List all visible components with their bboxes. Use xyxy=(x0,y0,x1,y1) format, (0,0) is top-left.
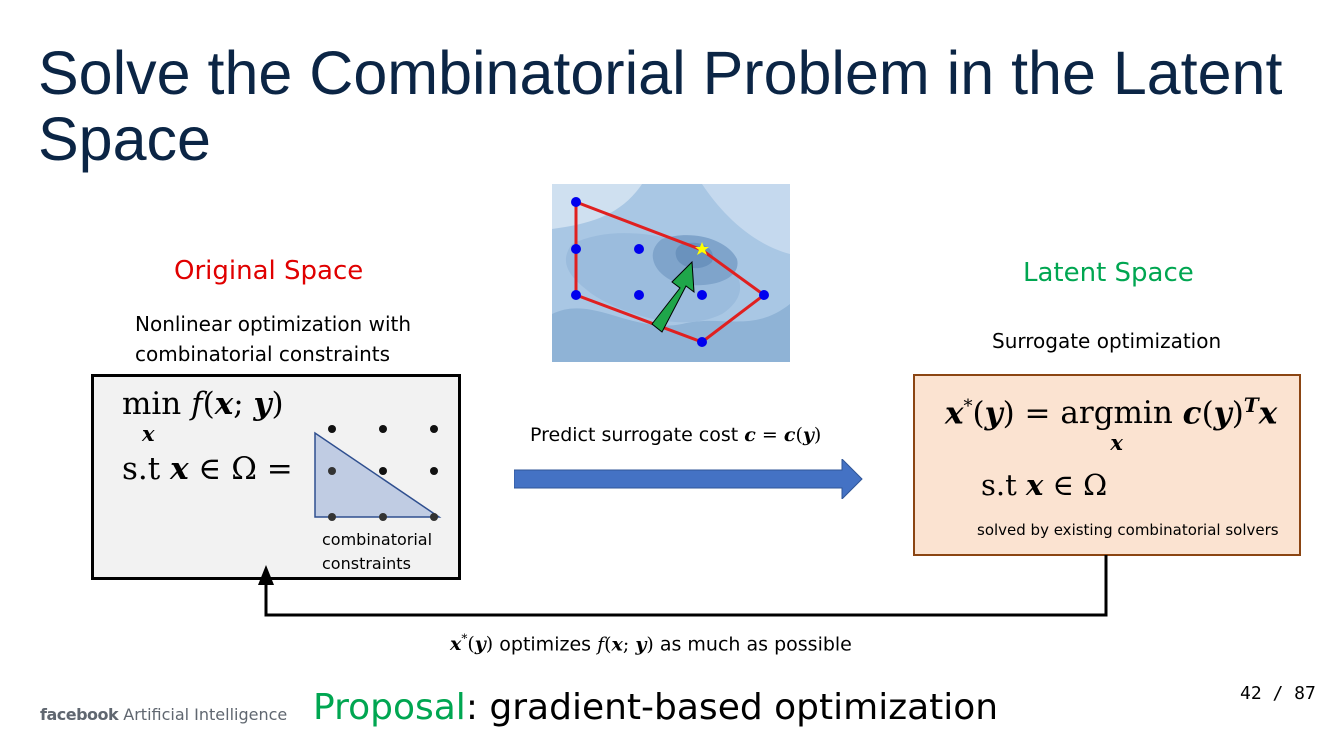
lattice-point xyxy=(430,467,438,475)
description-line: Nonlinear optimization with xyxy=(135,312,412,336)
feedback-text: optimizes xyxy=(499,633,592,656)
st-label: s.t xyxy=(981,468,1017,502)
min-subscript: x xyxy=(142,421,155,446)
lattice-point xyxy=(379,425,387,433)
argmin-subscript: x xyxy=(1110,430,1123,456)
solver-note: solved by existing combinatorial solvers xyxy=(977,521,1279,539)
lattice-point xyxy=(634,244,644,254)
caption-line: combinatorial xyxy=(322,530,433,549)
lattice-point xyxy=(379,467,387,475)
feedback-line xyxy=(264,555,1108,617)
constraint-formula: s.t x ∈ Ω = xyxy=(122,451,293,487)
constraint-lattice-diagram xyxy=(314,425,442,521)
feedback-arrow xyxy=(258,555,1108,617)
lattice-point xyxy=(430,513,438,521)
footer-branding: facebook Artificial Intelligence xyxy=(40,705,287,724)
predict-cost-label: Predict surrogate cost c = c(y) xyxy=(530,424,822,446)
lattice-point xyxy=(571,244,581,254)
latent-landscape-illustration xyxy=(552,184,790,362)
latent-problem-box: x*(y) = argmin x c(y)Tx s.t x ∈ Ω solved… xyxy=(913,374,1301,556)
constraint-triangle xyxy=(314,431,442,518)
feedback-caption: x*(y) optimizes f(x; y) as much as possi… xyxy=(450,632,852,656)
facebook-logo: facebook xyxy=(40,705,119,724)
lattice-point xyxy=(634,290,644,300)
lattice-point xyxy=(697,290,707,300)
proposal-word: Proposal xyxy=(313,687,466,728)
original-space-heading: Original Space xyxy=(174,256,364,286)
min-operator: min xyxy=(122,386,182,422)
lattice-point xyxy=(328,513,336,521)
feasible-polytope xyxy=(574,199,767,344)
argmin-operator: argmin xyxy=(1060,395,1173,432)
arrow-shape xyxy=(514,459,863,499)
lattice-point xyxy=(328,467,336,475)
latent-space-heading: Latent Space xyxy=(1023,258,1194,288)
constraints-caption: combinatorial constraints xyxy=(322,528,432,576)
feedback-arrowhead xyxy=(258,565,274,585)
lattice-point xyxy=(571,197,581,207)
predict-arrow xyxy=(514,459,863,499)
lattice-point xyxy=(571,290,581,300)
lattice-point xyxy=(379,513,387,521)
lattice-point xyxy=(697,337,707,347)
description-line: combinatorial constraints xyxy=(135,342,391,366)
page-number: 42 / 87 xyxy=(1240,683,1316,704)
lattice-point xyxy=(759,290,769,300)
contour-region xyxy=(702,184,790,254)
slide-title: Solve the Combinatorial Problem in the L… xyxy=(38,39,1283,173)
latent-constraint-formula: s.t x ∈ Ω xyxy=(981,468,1108,502)
feedback-text: as much as possible xyxy=(659,633,852,656)
contour-region xyxy=(552,304,790,362)
gradient-arrow-icon xyxy=(651,260,695,333)
argmin-formula: x*(y) = argmin x c(y)Tx xyxy=(945,388,1277,455)
lattice-point xyxy=(430,425,438,433)
optimum-star-icon xyxy=(695,242,709,255)
proposal-text: : gradient-based optimization xyxy=(465,687,999,728)
objective-formula: min x f(x; y) xyxy=(122,386,284,446)
original-problem-box: min x f(x; y) s.t x ∈ Ω = combinatorial … xyxy=(91,374,461,580)
original-space-description: Nonlinear optimization with combinatoria… xyxy=(135,309,411,369)
latent-space-description: Surrogate optimization xyxy=(992,329,1222,353)
brand-suffix: Artificial Intelligence xyxy=(123,705,288,724)
st-label: s.t xyxy=(122,451,161,487)
lattice-point xyxy=(328,425,336,433)
predict-cost-text: Predict surrogate cost xyxy=(530,424,739,446)
caption-line: constraints xyxy=(322,554,411,573)
proposal-line: Proposal: gradient-based optimization xyxy=(313,687,998,728)
